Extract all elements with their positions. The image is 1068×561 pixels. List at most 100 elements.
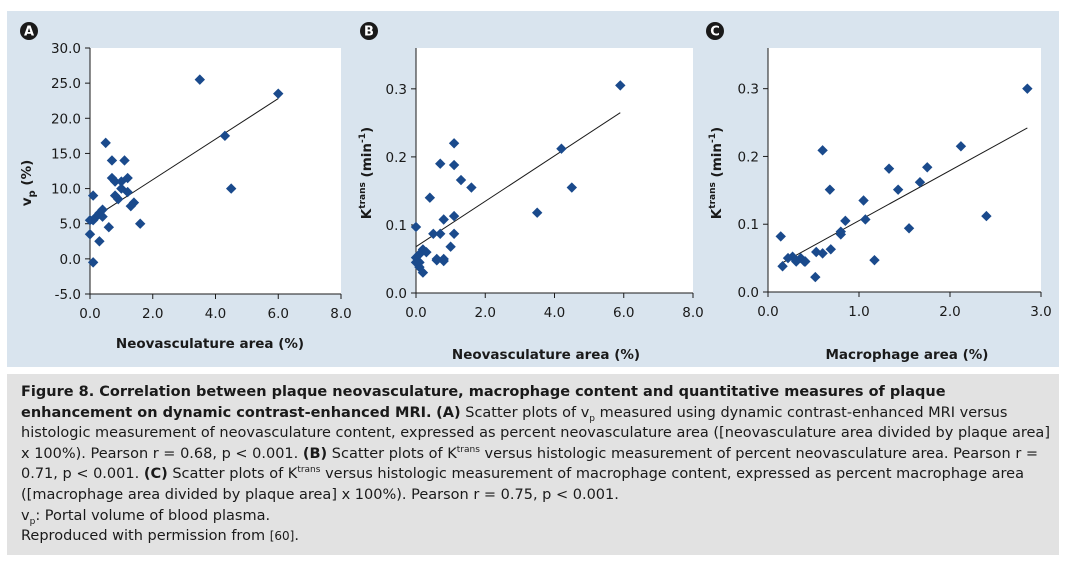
data-point (817, 145, 828, 156)
data-point (448, 138, 460, 149)
figure-panel: A -5.0 0.0 5.0 10.0 15.0 20.0 25.0 30.0 0.0 2.0 4.0… (7, 11, 1059, 367)
data-point (194, 74, 206, 85)
data-point (892, 184, 904, 195)
data-point (125, 200, 136, 212)
data-point (106, 155, 118, 166)
y-label-exp: -1 (358, 133, 368, 143)
data-point (428, 228, 439, 239)
plot-area (90, 48, 341, 294)
y-tick-label: 30.0 (51, 41, 81, 57)
caption-a-sub: p (589, 413, 595, 424)
y-tick-label: 10.0 (51, 182, 81, 198)
y-tick-label: 15.0 (51, 146, 81, 162)
data-point (128, 197, 140, 208)
data-point (1022, 83, 1033, 94)
data-point (410, 221, 422, 233)
caption-vp-text: : Portal volume of blood plasma. (35, 507, 271, 524)
data-point (858, 195, 869, 206)
caption-title: Figure 8. Correlation between plaque neo… (21, 384, 946, 421)
data-point (824, 184, 836, 195)
panel-label-circle (706, 22, 724, 40)
data-point (775, 231, 786, 242)
panel-label: A (24, 25, 34, 40)
data-point (883, 163, 895, 174)
y-label-sup: trans (708, 182, 718, 209)
panel-label-circle (360, 22, 378, 40)
y-tick-label: 0.2 (386, 150, 407, 166)
data-point (119, 155, 130, 166)
regression-line (779, 127, 1028, 265)
y-axis-label: Ktrans (min-1) (708, 127, 725, 219)
data-point (100, 137, 111, 149)
y-label-rest: (min (709, 143, 725, 182)
y-tick-label: 0.2 (738, 149, 759, 165)
figure-caption: Figure 8. Correlation between plaque neo… (21, 382, 1051, 547)
scatter-panel-a: A -5.0 0.0 5.0 10.0 15.0 20.0 25.0 30.0 0.0 2.0 4.0… (19, 22, 352, 352)
data-point (445, 241, 456, 252)
scatter-figure: A -5.0 0.0 5.0 10.0 15.0 20.0 25.0 30.0 0.0 2.0 4.0… (19, 22, 1052, 363)
data-point (273, 88, 284, 99)
data-point (835, 229, 846, 240)
data-point (556, 143, 567, 154)
x-tick-label: 6.0 (613, 305, 634, 321)
caption-a-text-2: measured using dynamic contrast-enhanced… (21, 404, 1050, 462)
scatter-panel-c: C 0.0 0.1 0.2 0.3 0.0 1.0 2.0 3.0 Macrophage area… (706, 22, 1052, 363)
y-label-end: ) (709, 127, 725, 133)
data-point (448, 159, 460, 171)
data-point (435, 158, 446, 169)
y-label-exp: -1 (708, 133, 718, 143)
data-point (97, 211, 108, 222)
data-point (109, 190, 121, 201)
x-tick-label: 2.0 (142, 306, 163, 322)
caption-vp-main: v (21, 507, 30, 524)
y-tick-label: 0.1 (386, 218, 407, 234)
data-point (903, 223, 915, 234)
data-point (810, 271, 821, 283)
data-point (135, 218, 146, 229)
data-point (431, 253, 442, 265)
data-point (424, 192, 436, 203)
data-point (800, 256, 811, 267)
y-axis-label: vp (%) (19, 160, 38, 207)
y-tick-label: 25.0 (51, 76, 81, 92)
x-tick-label: 2.0 (475, 305, 496, 321)
data-point (566, 182, 578, 193)
y-tick-label: 0.0 (738, 285, 759, 301)
data-point (103, 222, 115, 233)
data-point (860, 214, 871, 225)
data-point (435, 228, 446, 239)
data-point (417, 267, 429, 278)
caption-repro-text: Reproduced with permission from (21, 528, 266, 545)
data-point (87, 215, 99, 226)
data-point (777, 261, 788, 272)
x-tick-label: 0.0 (79, 306, 100, 322)
data-point (455, 174, 467, 186)
y-label-rest: (%) (19, 160, 35, 191)
data-point (448, 228, 460, 239)
data-point (955, 141, 967, 152)
x-tick-label: 0.0 (757, 304, 778, 320)
y-label-end: ) (359, 127, 375, 133)
y-tick-label: 5.0 (60, 217, 81, 233)
data-point (84, 229, 96, 240)
y-label-main: K (359, 208, 375, 219)
y-tick-label: 0.0 (60, 252, 81, 268)
data-point (466, 182, 477, 193)
regression-line (415, 112, 621, 248)
caption-b-label: (B) (302, 445, 328, 462)
caption-a-label: (A) (436, 404, 461, 421)
data-point (122, 172, 133, 184)
y-tick-label: 0.3 (738, 82, 759, 98)
data-point (782, 252, 794, 264)
y-label-rest: (min (359, 143, 375, 182)
caption-vp-sub: p (29, 516, 36, 527)
y-axis-label: Ktrans (min-1) (358, 127, 375, 219)
panel-label: C (710, 25, 720, 40)
caption-box: Figure 8. Correlation between plaque neo… (7, 374, 1059, 555)
data-point (840, 215, 851, 227)
x-tick-label: 6.0 (268, 306, 289, 322)
x-tick-label: 2.0 (939, 304, 960, 320)
data-point (87, 190, 99, 201)
y-tick-label: -5.0 (55, 287, 81, 303)
data-point (225, 183, 237, 194)
